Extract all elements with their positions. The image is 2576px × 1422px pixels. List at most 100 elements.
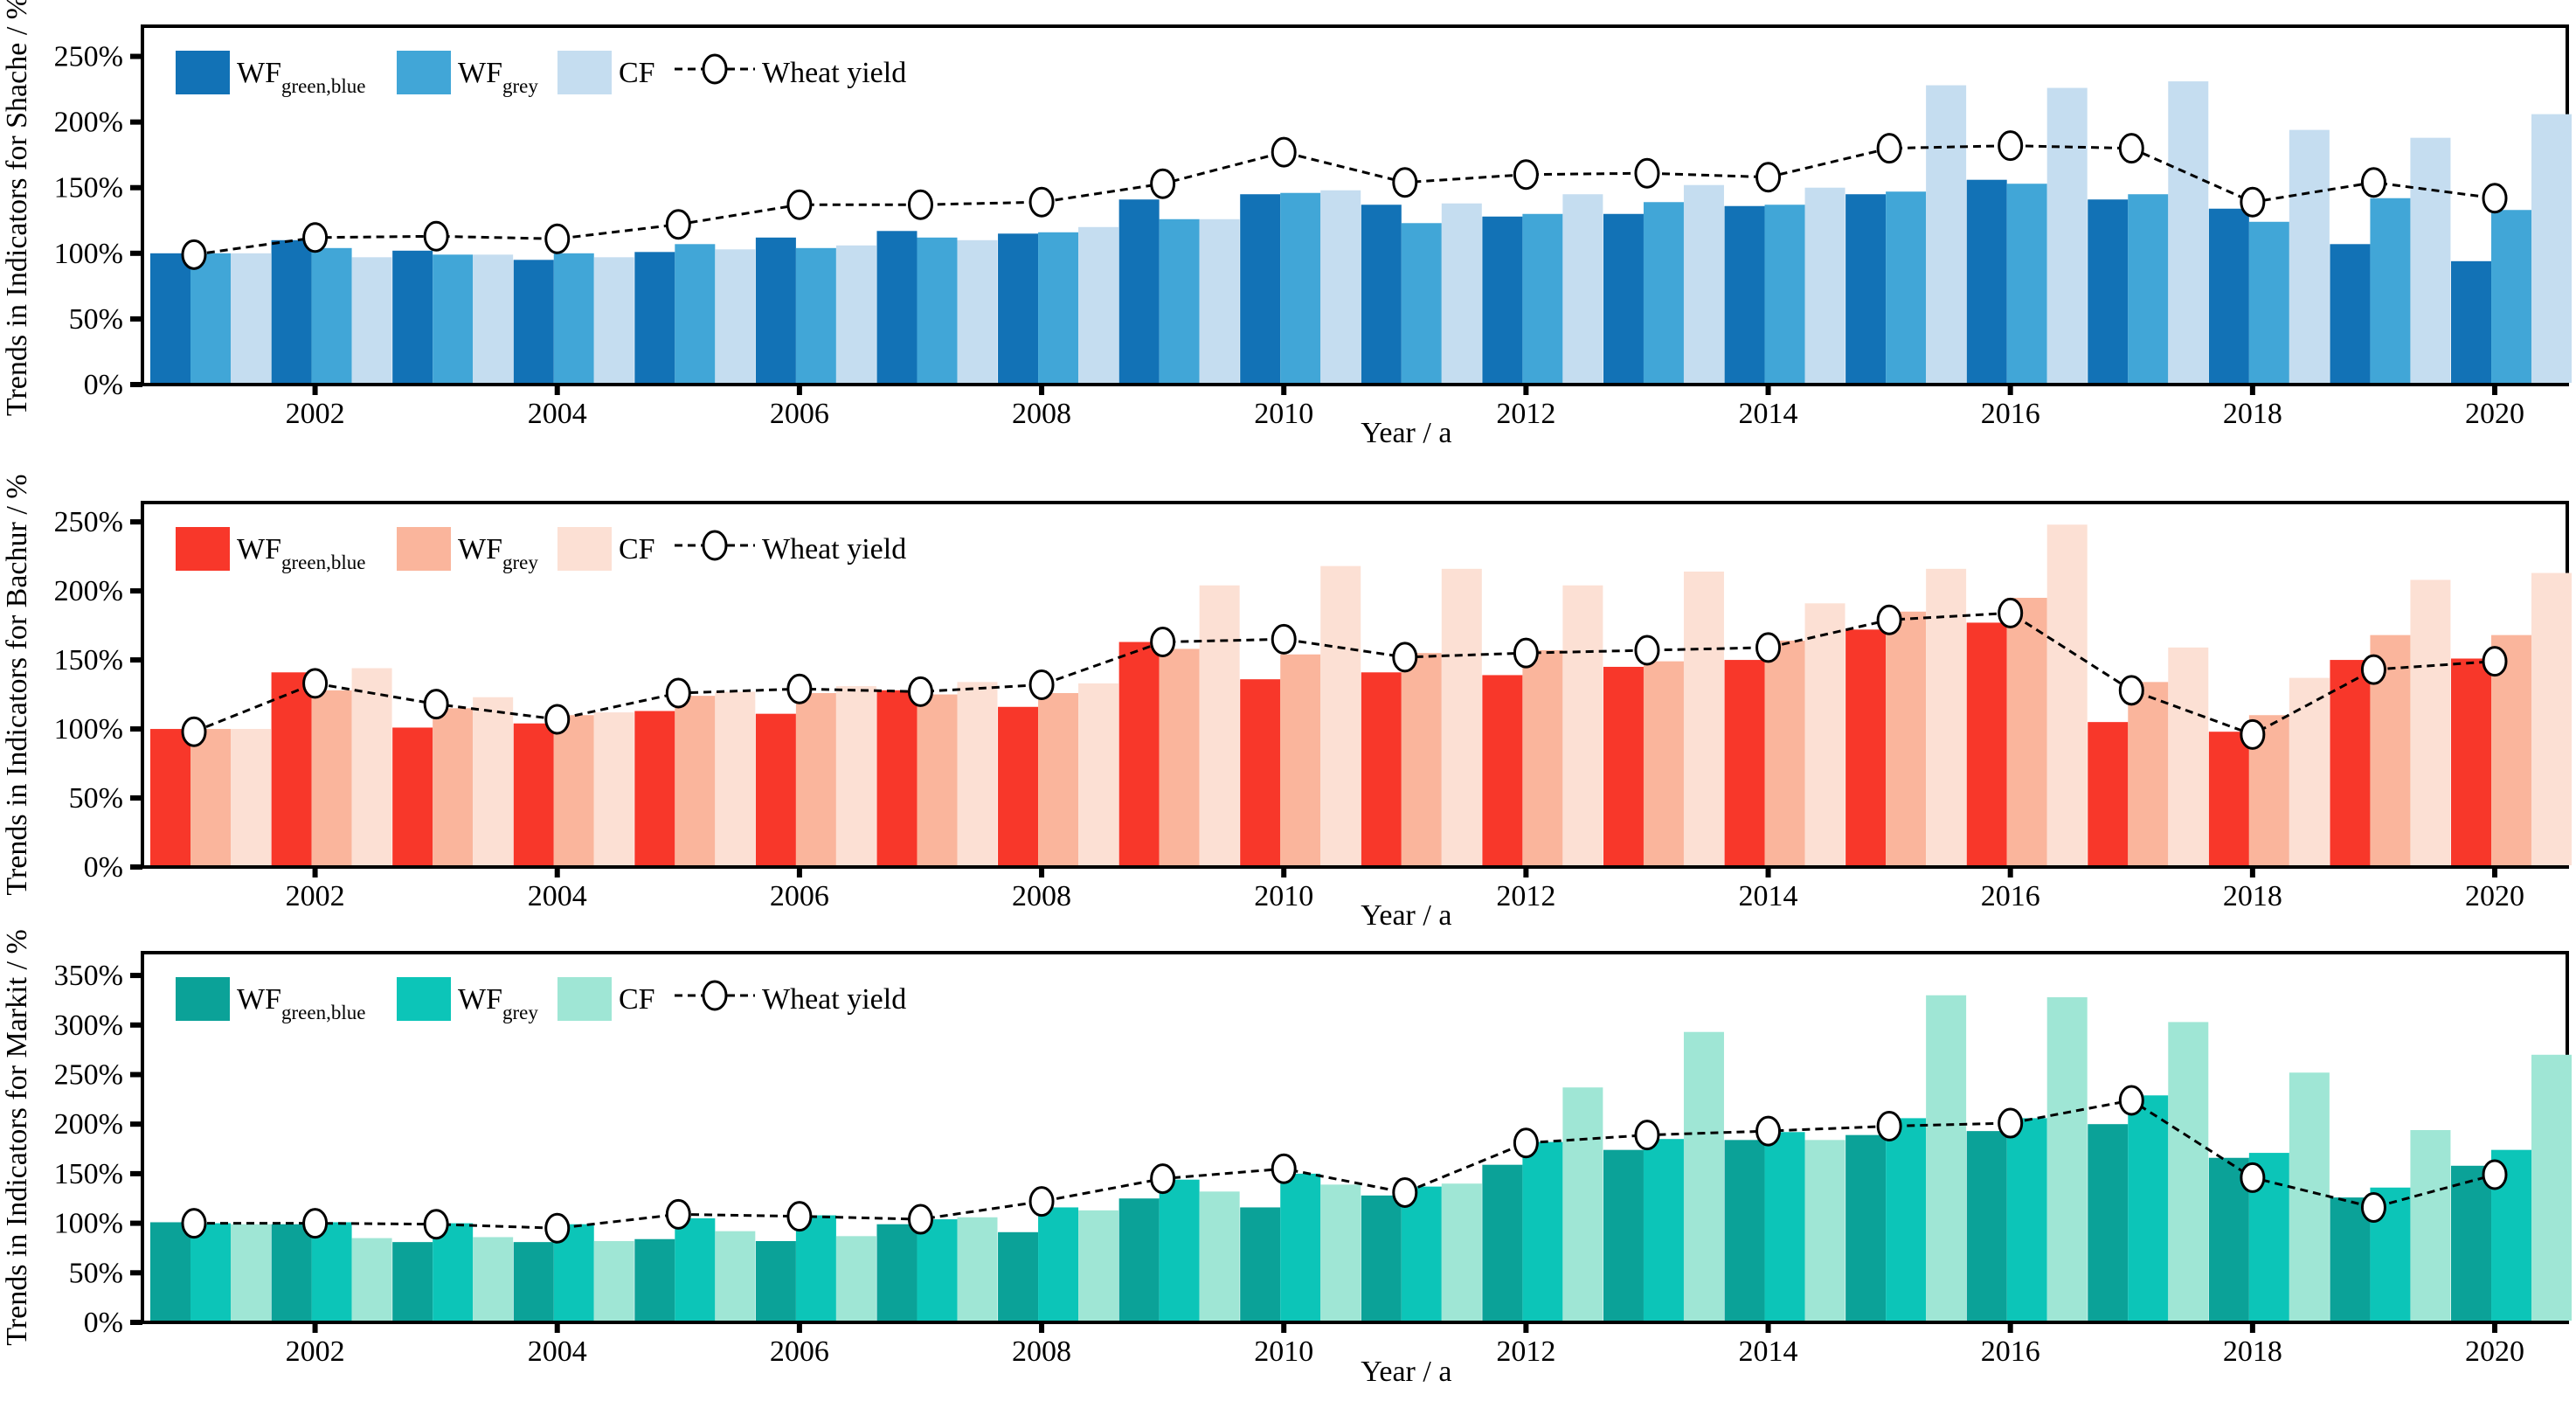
bar-cf-2015 [1926,85,1967,383]
legend: WFgreen,blue WFgrey CF Wheat yield [176,527,906,573]
wheat-yield-marker-2006 [786,1201,813,1232]
bar-cf-2012 [1562,1087,1603,1321]
bar-cf-2019 [2410,579,2451,865]
wheat-yield-marker-2012 [1513,1127,1539,1159]
wheat-yield-marker-2019 [2360,1191,2386,1223]
wheat-yield-marker-2003 [423,689,449,720]
x-tick-label: 2020 [2465,880,2524,912]
bar-cf-2008 [1078,683,1119,865]
bar-wf-grey-2010 [1280,1173,1321,1321]
wheat-yield-marker-2005 [665,209,691,240]
bar-cf-2007 [957,239,998,383]
wheat-yield-marker-2003 [423,1209,449,1240]
bar-cf-2014 [1804,187,1845,383]
bar-wf-grey-2010 [1280,654,1321,865]
x-tick-label: 2012 [1496,880,1555,912]
bar-cf-2018 [2289,129,2330,383]
wheat-yield-marker-2007 [907,189,933,220]
wheat-yield-marker-2010 [1271,136,1297,168]
bar-wf-grey-2011 [1401,653,1442,865]
wheat-yield-marker-2012 [1513,637,1539,669]
wheat-yield-marker-2014 [1755,632,1782,663]
bar-cf-2010 [1320,190,1361,383]
x-tick-label: 2012 [1496,398,1555,430]
bar-wf-greenblue-2019 [2330,244,2371,383]
wheat-yield-marker-2004 [544,223,571,254]
bar-wf-grey-2019 [2370,198,2411,383]
bar-wf-greenblue-2015 [1845,629,1887,865]
bar-wf-greenblue-2007 [876,690,918,865]
x-tick-label: 2008 [1012,398,1071,430]
x-tick-label: 2010 [1254,398,1313,430]
legend-yield-label: Wheat yield [762,983,906,1016]
bar-cf-2016 [2046,87,2088,383]
bar-wf-grey-2017 [2128,1095,2169,1321]
bar-cf-2005 [715,249,756,383]
y-tick-label: 200% [54,107,123,139]
x-tick-label: 2004 [528,880,587,912]
y-tick-label: 150% [54,172,123,205]
bar-wf-greenblue-2005 [634,252,675,383]
bar-cf-2009 [1199,585,1240,865]
wheat-yield-marker-2006 [786,673,813,704]
bar-wf-greenblue-2006 [755,713,796,865]
bar-wf-grey-2007 [917,694,958,865]
bar-wf-greenblue-2011 [1361,672,1402,865]
bar-wf-grey-2013 [1643,661,1684,865]
y-tick-label: 350% [54,960,123,992]
bar-cf-2004 [593,257,634,383]
wheat-yield-marker-2001 [181,1208,207,1239]
x-tick-label: 2006 [770,880,829,912]
bar-wf-greenblue-2014 [1724,205,1765,383]
wheat-yield-marker-2010 [1271,1153,1297,1184]
panel-bachur: 0% 50% 100% 150% 200% 250% Trends in Indicator… [1,474,2573,932]
bar-cf-2003 [473,1237,514,1321]
legend: WFgreen,blue WFgrey CF Wheat yield [176,51,906,97]
bar-wf-grey-2020 [2491,210,2532,383]
y-tick-label: 250% [54,1058,123,1091]
y-tick-label: 50% [69,782,123,815]
x-tick-label: 2002 [286,880,345,912]
bar-wf-grey-2003 [433,708,474,865]
wheat-yield-line [193,611,2496,737]
wheat-yield-marker-2019 [2360,654,2386,685]
wheat-yield-marker-2009 [1150,168,1176,199]
bar-wf-grey-2004 [553,715,594,865]
bar-cf-2006 [835,686,876,865]
bar-wf-greenblue-2009 [1118,1198,1160,1321]
wheat-yield-line [194,1099,2496,1230]
bar-cf-2014 [1804,603,1845,865]
bar-cf-2012 [1562,585,1603,865]
bar-wf-greenblue-2004 [513,723,554,865]
bar-wf-grey-2003 [433,254,474,383]
bar-wf-greenblue-2015 [1845,1134,1887,1321]
bar-cf-2015 [1926,995,1967,1321]
bar-cf-2013 [1683,571,1724,865]
wheat-yield-marker-2002 [302,668,329,699]
bar-wf-grey-2014 [1764,640,1805,865]
y-tick-label: 300% [54,1009,123,1042]
bar-cf-2018 [2289,677,2330,865]
bar-cf-2016 [2046,524,2088,865]
wheat-yield-marker-2015 [1876,1110,1902,1141]
wheat-yield-marker-2003 [423,220,449,252]
bar-wf-greenblue-2020 [2451,260,2492,383]
y-axis-title: Trends in Indicators for Shache / % [1,0,33,416]
bar-cf-2011 [1441,568,1482,865]
y-tick-label: 250% [54,41,123,73]
wheat-yield-marker-2004 [544,704,571,735]
bar-wf-greenblue-2017 [2088,199,2129,383]
bar-cf-2007 [957,682,998,865]
x-tick-label: 2020 [2465,398,2524,430]
bar-cf-2019 [2410,137,2451,383]
bar-wf-greenblue-2014 [1724,660,1765,865]
bar-wf-greenblue-2002 [271,239,312,383]
bar-wf-grey-2015 [1886,611,1927,865]
legend-swatch [176,51,230,94]
legend-label: WFgrey [458,57,538,97]
y-tick-label: 0% [84,369,123,401]
bar-wf-grey-2014 [1764,1132,1805,1321]
bar-cf-2008 [1078,1210,1119,1321]
bar-wf-greenblue-2011 [1361,1195,1402,1321]
bar-wf-greenblue-2003 [392,250,433,383]
